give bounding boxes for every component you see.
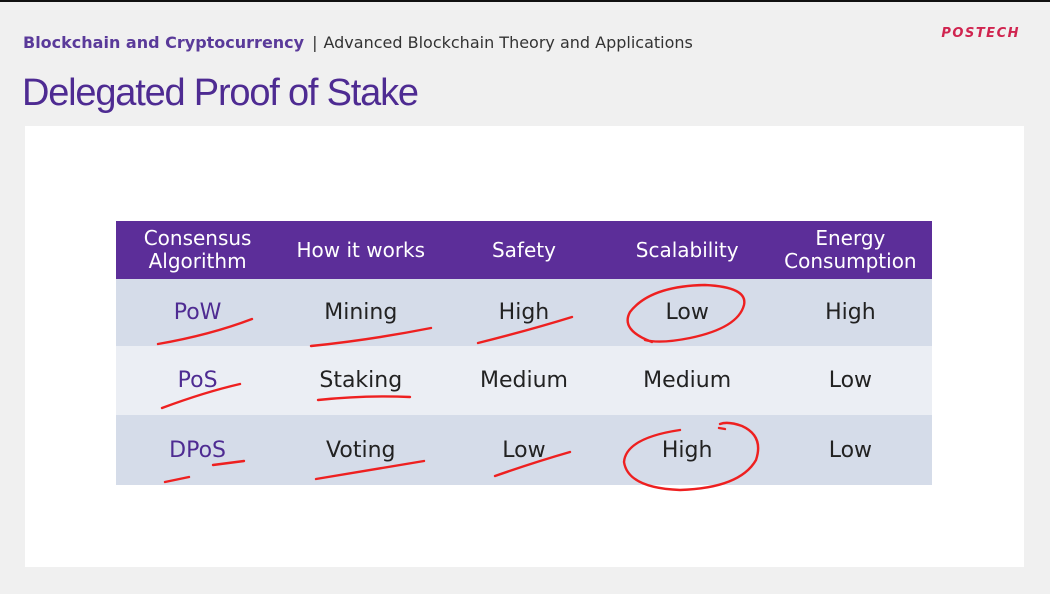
energy-cell: High <box>768 279 932 346</box>
how-it-works-cell: Voting <box>279 415 443 485</box>
table-header-row: Consensus Algorithm How it works Safety … <box>116 221 932 279</box>
algorithm-cell: DPoS <box>116 415 280 485</box>
header-consensus-algorithm: Consensus Algorithm <box>116 221 280 279</box>
header-scalability: Scalability <box>605 221 769 279</box>
postech-logo: POSTECH <box>941 26 1020 41</box>
slide-header: Blockchain and Cryptocurrency | Advanced B… <box>23 33 693 52</box>
course-subtitle: Advanced Blockchain Theory and Applicati… <box>323 33 693 52</box>
header-label: Scalability <box>635 237 739 262</box>
scalability-cell: Low <box>605 279 769 346</box>
energy-cell: Low <box>768 415 932 485</box>
how-it-works-cell: Staking <box>279 346 443 415</box>
header-label: Safety <box>491 237 556 262</box>
header-safety: Safety <box>442 221 606 279</box>
header-label: Consensus Algorithm <box>143 226 252 273</box>
course-name: Blockchain and Cryptocurrency <box>23 33 305 52</box>
safety-cell: High <box>442 279 606 346</box>
header-label: Energy Consumption <box>784 226 917 273</box>
top-border <box>0 0 1050 2</box>
table-row: DPoS Voting Low High Low <box>116 415 932 485</box>
scalability-cell: High <box>605 415 769 485</box>
header-separator: | <box>312 33 318 52</box>
header-label: How it works <box>296 237 426 262</box>
energy-cell: Low <box>768 346 932 415</box>
scalability-cell: Medium <box>605 346 769 415</box>
slide-title: Delegated Proof of Stake <box>22 72 419 114</box>
consensus-comparison-table: Consensus Algorithm How it works Safety … <box>116 221 932 485</box>
how-it-works-cell: Mining <box>279 279 443 346</box>
header-how-it-works: How it works <box>279 221 443 279</box>
safety-cell: Low <box>442 415 606 485</box>
table-row: PoS Staking Medium Medium Low <box>116 346 932 415</box>
table-row: PoW Mining High Low High <box>116 279 932 346</box>
safety-cell: Medium <box>442 346 606 415</box>
algorithm-cell: PoS <box>116 346 280 415</box>
algorithm-cell: PoW <box>116 279 280 346</box>
header-energy-consumption: Energy Consumption <box>768 221 932 279</box>
